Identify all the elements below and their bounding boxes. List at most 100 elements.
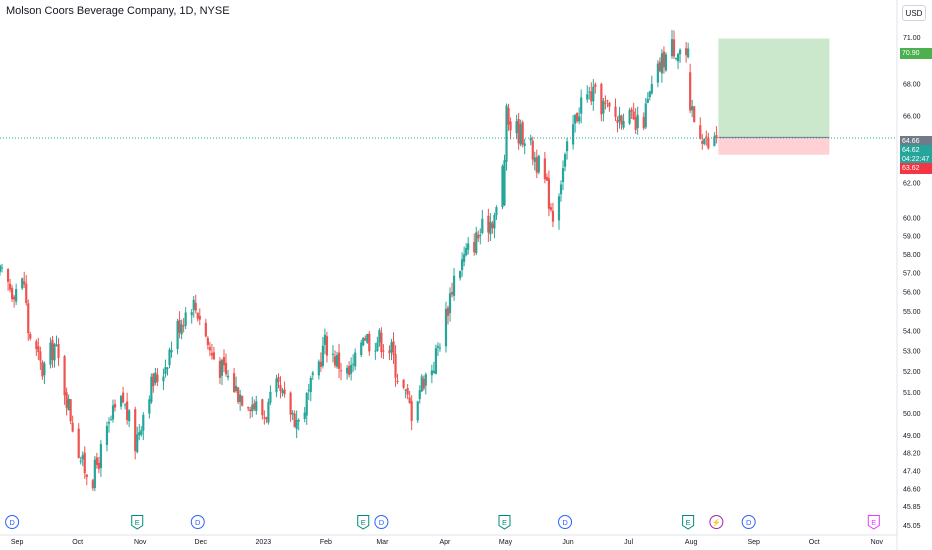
price-tick-label: 57.00 — [903, 271, 921, 278]
time-tick-label: May — [499, 539, 513, 546]
candle-body — [279, 385, 282, 392]
candle-body — [561, 168, 565, 182]
candle-body — [331, 353, 335, 355]
candle-body — [352, 363, 355, 365]
candle-body — [501, 166, 504, 208]
candle-body — [410, 401, 413, 421]
candle-body — [119, 395, 123, 407]
candle-body — [303, 412, 306, 419]
candle-body — [222, 357, 226, 366]
time-tick-label: Mar — [376, 539, 389, 546]
candle-body — [715, 134, 718, 139]
event-markers[interactable]: D E D E D E D E ⚡ D E — [5, 515, 880, 530]
candle-body — [390, 342, 393, 353]
candle-body — [136, 434, 139, 453]
candle-body — [182, 325, 185, 327]
loss-zone[interactable] — [718, 137, 830, 155]
candle-body — [693, 106, 696, 123]
candle-body — [388, 350, 391, 354]
profit-zone[interactable] — [718, 38, 830, 138]
candle-body — [477, 234, 480, 239]
candle-body — [111, 405, 115, 420]
candle-body — [672, 39, 676, 57]
candle-body — [224, 362, 228, 375]
candle-body — [487, 215, 490, 233]
candle-body — [604, 102, 607, 104]
entry-price-label: 64.66 — [902, 138, 920, 145]
candle-body — [289, 392, 292, 415]
candle-body — [297, 420, 300, 422]
earnings_future-marker[interactable]: E — [867, 515, 880, 530]
candles — [0, 29, 718, 492]
time-tick-label: Sep — [747, 539, 760, 546]
dividend-marker[interactable]: D — [190, 515, 205, 529]
candle-body — [190, 312, 193, 316]
candle-body — [67, 398, 70, 411]
price-tick-label: 52.00 — [903, 369, 921, 376]
earnings-marker[interactable]: E — [682, 515, 695, 530]
candle-body — [196, 312, 199, 319]
candle-body — [97, 462, 100, 469]
candle-body — [495, 207, 498, 216]
candle-body — [208, 347, 211, 351]
candle-body — [95, 457, 98, 466]
position-zones[interactable] — [718, 38, 830, 155]
time-tick-label: Apr — [439, 539, 451, 546]
candle-body — [85, 474, 88, 478]
time-tick-label: Jul — [624, 539, 633, 546]
price-tick-label: 58.00 — [903, 252, 921, 259]
candle-body — [212, 352, 216, 360]
candle-body — [644, 103, 647, 128]
candle-body — [113, 403, 117, 408]
dividend-marker[interactable]: D — [558, 515, 573, 529]
earnings-marker[interactable]: E — [131, 515, 144, 530]
candle-body — [473, 241, 476, 253]
price-tick-label: 49.00 — [903, 433, 921, 440]
earnings-marker-label: E — [502, 518, 507, 527]
candle-body — [138, 432, 141, 436]
candle-body — [57, 343, 60, 358]
candle-body — [380, 332, 383, 353]
candle-body — [232, 373, 236, 392]
dividend-marker-circle — [374, 515, 389, 529]
candle-body — [168, 349, 171, 366]
candle-body — [41, 361, 44, 377]
candle-body — [507, 108, 510, 125]
candle-body — [396, 380, 399, 382]
candle-body — [249, 409, 252, 411]
price-axis[interactable]: 71.0070.0068.0066.0064.0062.0060.0059.00… — [896, 0, 921, 550]
time-axis[interactable]: Sep Oct Nov Dec 2023 Feb Mar Apr May Jun Jul Aug Sep… — [0, 534, 897, 546]
dividend-marker[interactable]: D — [374, 515, 389, 529]
earnings-marker-label: E — [686, 518, 691, 527]
dividend-marker-circle — [558, 515, 573, 529]
candle-body — [128, 410, 131, 422]
candle-body — [436, 345, 440, 348]
price-tick-label: 45.05 — [903, 523, 921, 530]
candle-body — [392, 341, 395, 355]
candle-body — [91, 480, 94, 489]
dividend-marker[interactable]: D — [5, 515, 20, 529]
price-tick-label: 66.00 — [903, 113, 921, 120]
split-marker[interactable]: ⚡ — [709, 515, 724, 529]
chart-title: Molson Coors Beverage Company, 1D, NYSE — [6, 5, 230, 17]
candle-body — [574, 115, 577, 124]
currency-button[interactable]: USD — [902, 5, 926, 21]
price-tick-label: 50.00 — [903, 411, 921, 418]
candle-body — [703, 138, 706, 145]
candle-body — [148, 399, 151, 414]
earnings-marker[interactable]: E — [498, 515, 511, 530]
candle-body — [345, 367, 349, 374]
candle-body — [281, 390, 284, 394]
candle-body — [713, 136, 716, 146]
candle-body — [337, 352, 341, 369]
candle-body — [0, 267, 4, 269]
earnings-marker[interactable]: E — [357, 515, 370, 530]
candle-body — [63, 356, 66, 396]
candle-body — [438, 347, 442, 349]
dividend-marker[interactable]: D — [741, 515, 756, 529]
candle-body — [406, 388, 409, 395]
candle-body — [275, 378, 278, 393]
candle-body — [594, 84, 597, 87]
candle-body — [21, 278, 24, 289]
